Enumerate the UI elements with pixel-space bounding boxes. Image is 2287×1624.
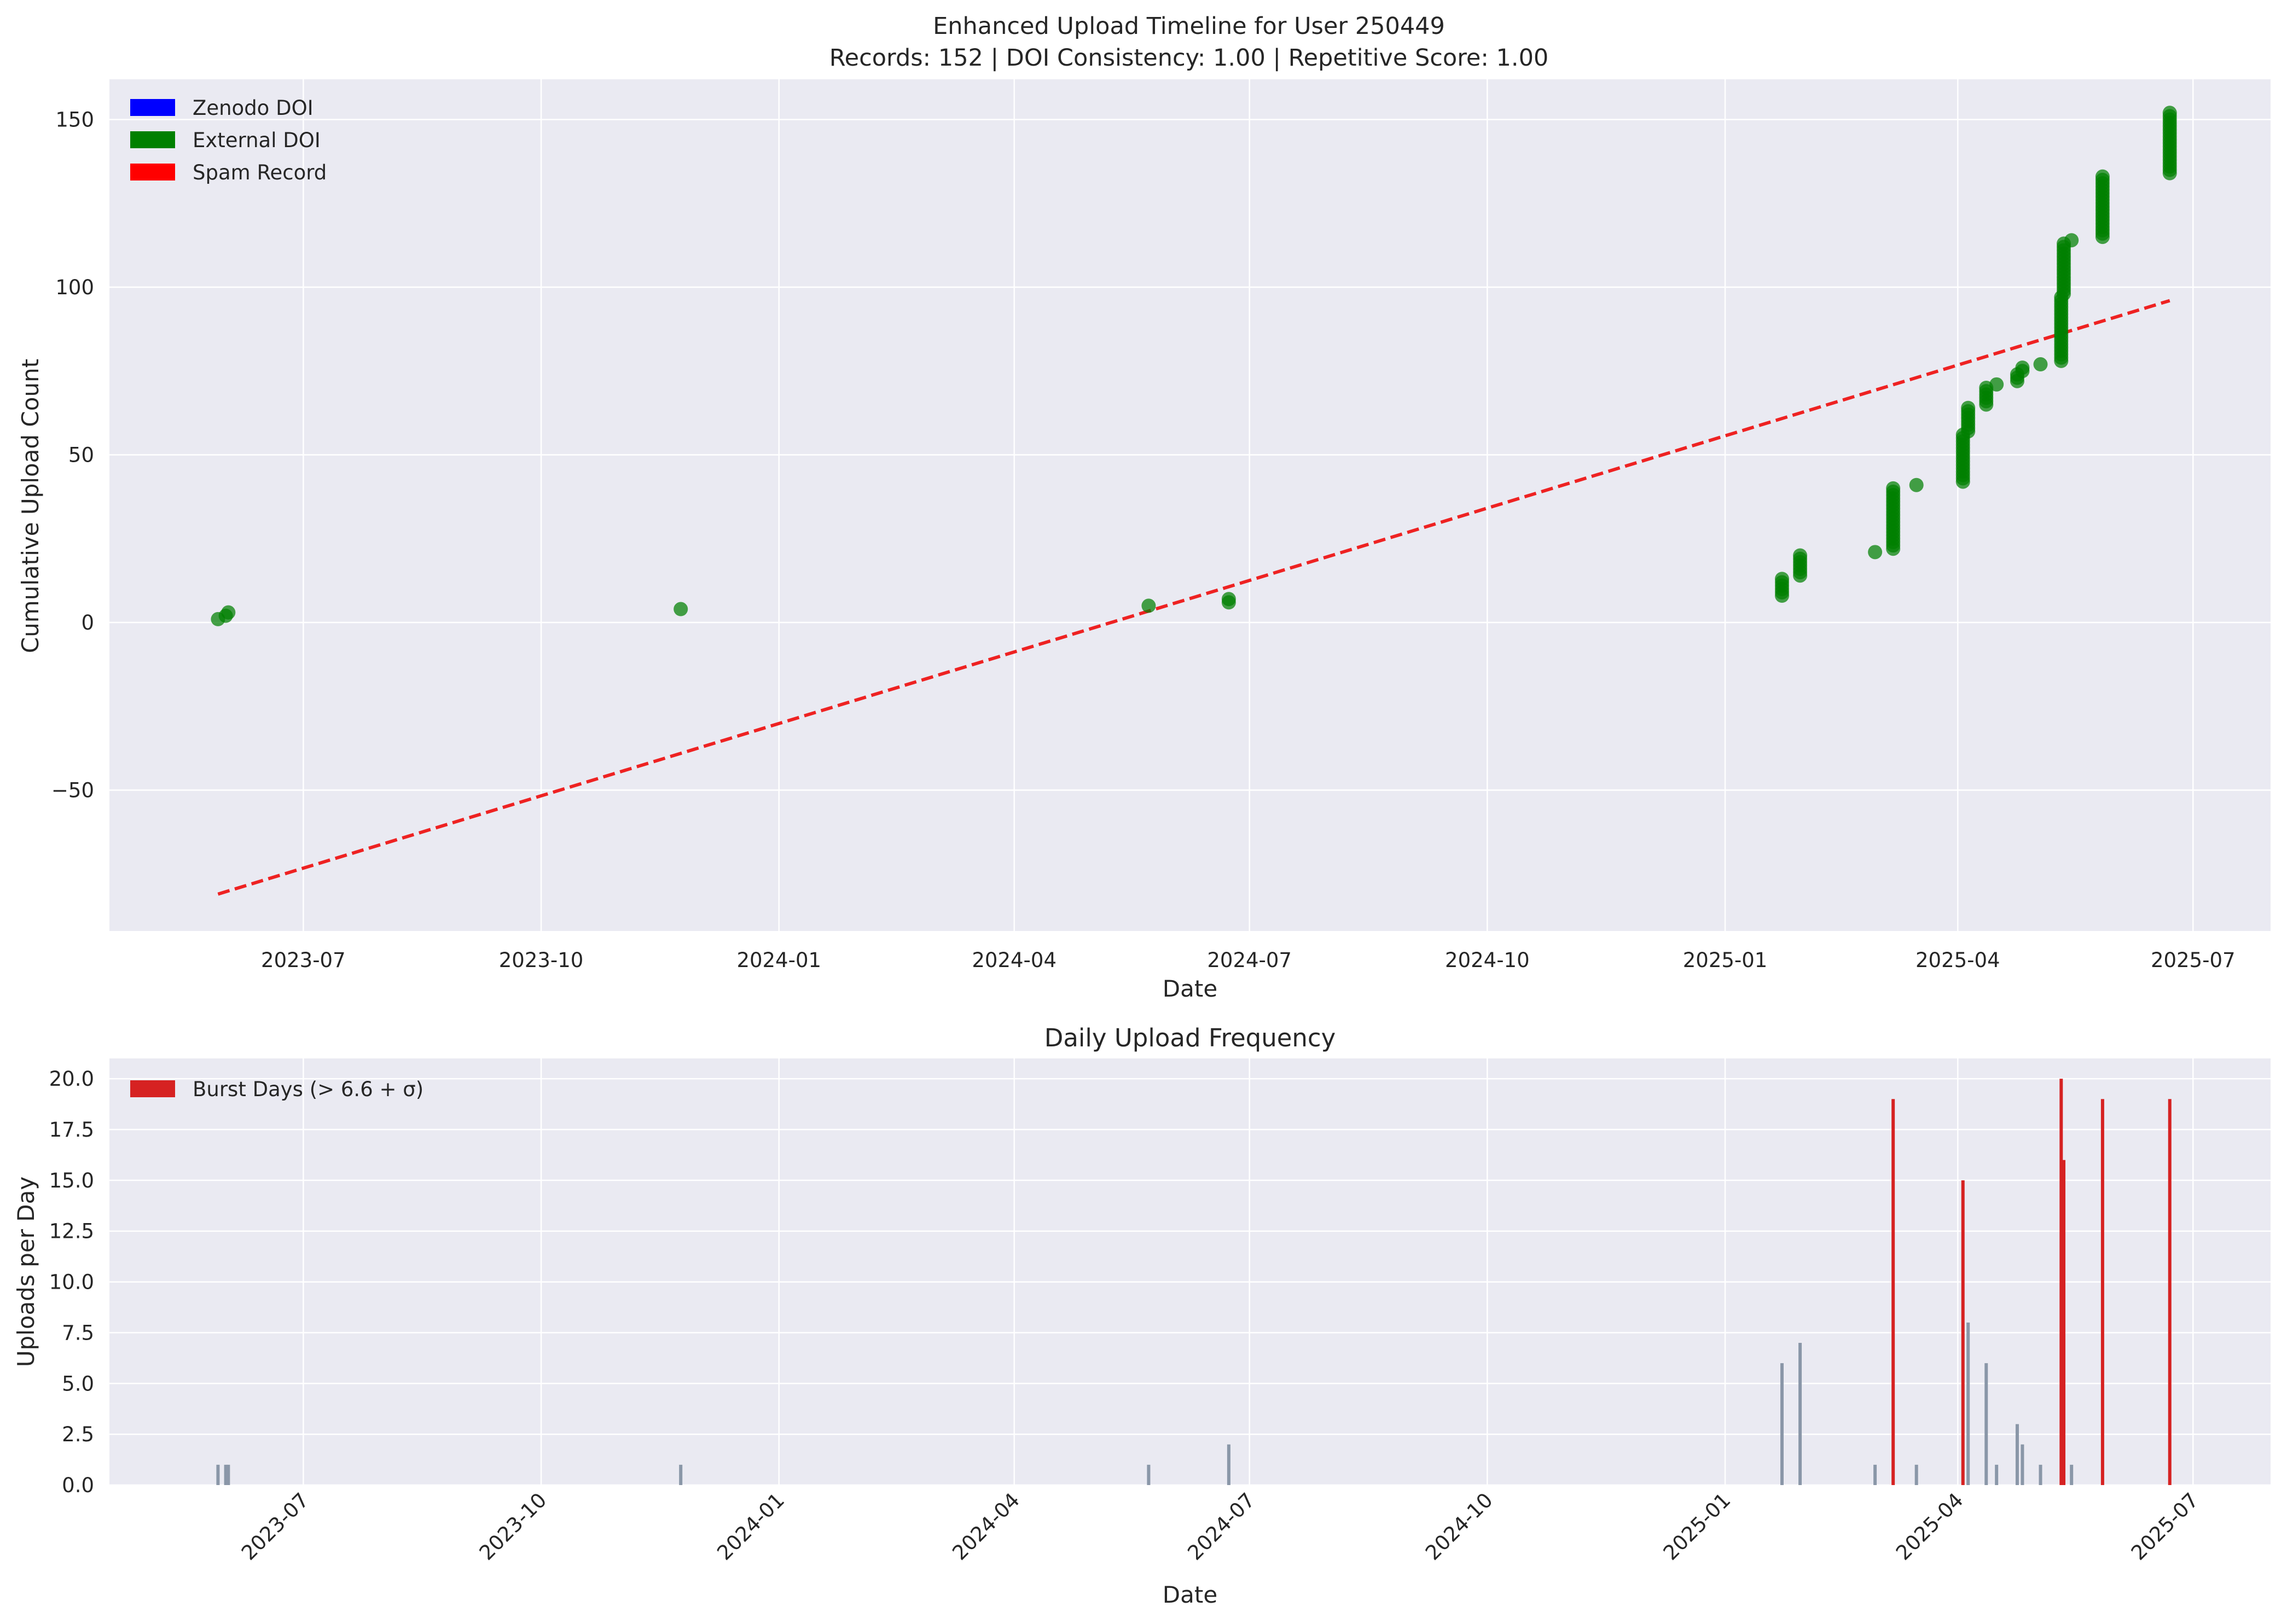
daily-upload-bar bbox=[2021, 1444, 2024, 1485]
daily-upload-bar bbox=[1914, 1464, 1918, 1485]
frequency-legend: Burst Days (> 6.6 + σ) bbox=[130, 1078, 423, 1101]
trend-line bbox=[217, 299, 2170, 896]
upload-point bbox=[2162, 106, 2177, 120]
upload-point bbox=[1141, 598, 1156, 613]
legend-swatch-spam-record bbox=[130, 164, 175, 181]
daily-upload-bar bbox=[1798, 1343, 1802, 1485]
upload-point bbox=[1909, 478, 1924, 492]
frequency-y-tick-label: 0.0 bbox=[62, 1474, 94, 1497]
burst-day-bar bbox=[2168, 1099, 2172, 1485]
timeline-points bbox=[211, 106, 2177, 626]
timeline-x-tick-label: 2024-01 bbox=[736, 948, 821, 972]
timeline-x-tick-label: 2024-10 bbox=[1445, 948, 1530, 972]
frequency-bars bbox=[216, 1079, 2172, 1485]
timeline-x-tick-label: 2024-04 bbox=[972, 948, 1057, 972]
frequency-y-tick-label: 10.0 bbox=[49, 1271, 94, 1294]
daily-upload-bar bbox=[227, 1464, 230, 1485]
daily-upload-bar bbox=[1873, 1464, 1877, 1485]
upload-point bbox=[1868, 545, 1883, 560]
frequency-y-axis-label: Uploads per Day bbox=[13, 1177, 39, 1367]
burst-day-bar bbox=[2100, 1099, 2104, 1485]
daily-upload-bar bbox=[1995, 1464, 1999, 1485]
figure-title-line2: Records: 152 | DOI Consistency: 1.00 | R… bbox=[829, 44, 1549, 72]
burst-day-bar bbox=[2059, 1079, 2063, 1485]
daily-upload-bar bbox=[1780, 1363, 1784, 1485]
timeline-y-tick-label: 50 bbox=[68, 444, 94, 467]
daily-upload-bar bbox=[1984, 1363, 1988, 1485]
frequency-y-tick-label: 12.5 bbox=[49, 1220, 94, 1243]
upload-point bbox=[221, 605, 236, 620]
frequency-x-axis-label: Date bbox=[1163, 1581, 1217, 1608]
timeline-y-ticks: −50 0 50 100 150 bbox=[51, 108, 94, 802]
legend-swatch-zenodo-doi bbox=[130, 99, 175, 116]
daily-upload-bar bbox=[2039, 1464, 2042, 1485]
daily-upload-bar bbox=[224, 1464, 228, 1485]
legend-label-external-doi: External DOI bbox=[193, 129, 321, 152]
upload-point bbox=[2015, 360, 2030, 375]
burst-day-bar bbox=[1961, 1180, 1965, 1485]
frequency-y-tick-label: 20.0 bbox=[49, 1067, 94, 1091]
timeline-x-tick-label: 2023-10 bbox=[499, 948, 584, 972]
upload-point bbox=[1793, 548, 1808, 563]
upload-point bbox=[2033, 357, 2048, 372]
timeline-x-ticks: 2023-07 2023-10 2024-01 2024-04 2024-07 2024-… bbox=[261, 948, 2235, 972]
upload-point bbox=[674, 602, 688, 616]
timeline-x-tick-label: 2023-07 bbox=[261, 948, 346, 972]
upload-point bbox=[2095, 169, 2110, 184]
timeline-x-tick-label: 2025-04 bbox=[1915, 948, 2000, 972]
timeline-plot-area bbox=[109, 79, 2271, 931]
upload-point bbox=[1774, 572, 1789, 586]
timeline-y-tick-label: 100 bbox=[55, 276, 94, 299]
daily-upload-bar bbox=[216, 1464, 220, 1485]
legend-label-zenodo-doi: Zenodo DOI bbox=[193, 96, 314, 120]
frequency-y-tick-label: 2.5 bbox=[62, 1423, 94, 1446]
burst-day-bar bbox=[2062, 1160, 2066, 1485]
timeline-x-tick-label: 2025-07 bbox=[2151, 948, 2236, 972]
timeline-x-axis-label: Date bbox=[1163, 975, 1217, 1002]
legend-label-burst-days: Burst Days (> 6.6 + σ) bbox=[193, 1078, 423, 1101]
daily-upload-bar bbox=[679, 1464, 683, 1485]
upload-point bbox=[1961, 400, 1976, 415]
daily-upload-bar bbox=[2015, 1424, 2019, 1485]
frequency-y-ticks: 0.0 2.5 5.0 7.5 10.0 12.5 15.0 17.5 20.0 bbox=[49, 1067, 94, 1497]
upload-point bbox=[1886, 481, 1901, 496]
timeline-y-tick-label: −50 bbox=[51, 779, 94, 802]
timeline-trend-line bbox=[217, 299, 2170, 896]
figure-title-line1: Enhanced Upload Timeline for User 250449 bbox=[933, 13, 1445, 40]
legend-label-spam-record: Spam Record bbox=[193, 161, 327, 184]
timeline-x-tick-label: 2025-01 bbox=[1683, 948, 1768, 972]
timeline-grid bbox=[109, 79, 2271, 931]
daily-upload-bar bbox=[1227, 1444, 1230, 1485]
frequency-grid bbox=[109, 1058, 2271, 1486]
frequency-y-tick-label: 7.5 bbox=[62, 1321, 94, 1344]
daily-upload-bar bbox=[1966, 1322, 1970, 1485]
upload-point bbox=[1989, 377, 2004, 392]
daily-upload-bar bbox=[2070, 1464, 2074, 1485]
frequency-y-tick-label: 17.5 bbox=[49, 1118, 94, 1142]
frequency-panel: Daily Upload Frequency 2023-07 2023-10 202… bbox=[13, 1023, 2271, 1608]
frequency-title: Daily Upload Frequency bbox=[1044, 1023, 1336, 1052]
timeline-panel: 2023-07 2023-10 2024-01 2024-04 2024-07 2024-… bbox=[17, 79, 2271, 1002]
upload-point bbox=[2064, 233, 2079, 248]
legend-swatch-external-doi bbox=[130, 131, 175, 148]
timeline-y-axis-label: Cumulative Upload Count bbox=[17, 359, 44, 653]
timeline-x-tick-label: 2024-07 bbox=[1207, 948, 1292, 972]
frequency-y-tick-label: 5.0 bbox=[62, 1372, 94, 1395]
frequency-y-tick-label: 15.0 bbox=[49, 1169, 94, 1192]
upload-point bbox=[1221, 592, 1236, 607]
timeline-y-tick-label: 150 bbox=[55, 108, 94, 132]
timeline-y-tick-label: 0 bbox=[81, 611, 94, 635]
timeline-legend: Zenodo DOI External DOI Spam Record bbox=[130, 96, 327, 184]
burst-day-bar bbox=[1891, 1099, 1895, 1485]
legend-swatch-burst-days bbox=[130, 1080, 175, 1097]
daily-upload-bar bbox=[1147, 1464, 1151, 1485]
frequency-plot-area bbox=[109, 1058, 2271, 1485]
